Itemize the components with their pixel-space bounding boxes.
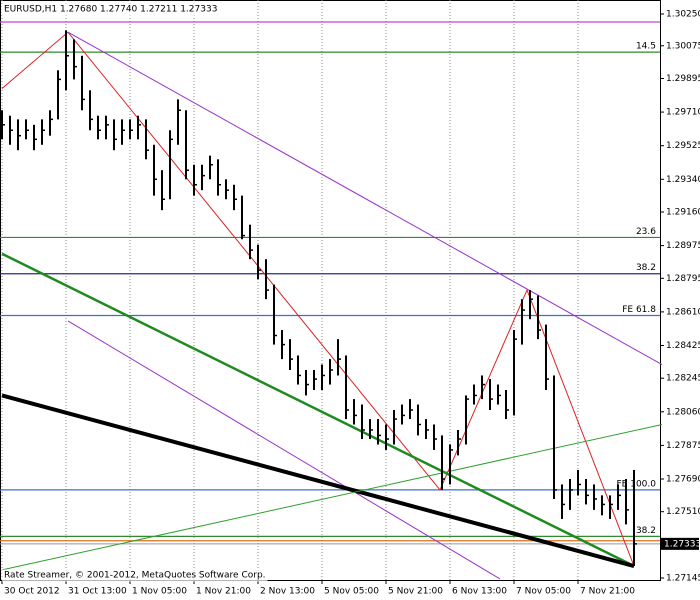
trendline: [1, 31, 635, 567]
current-price-label: 1.27333: [664, 539, 700, 549]
x-tick-label: 5 Nov 21:00: [388, 587, 443, 597]
trendline: [1, 393, 635, 568]
x-tick-label: 31 Oct 13:00: [68, 587, 127, 597]
footer: Rate Streamer, © 2001-2012, MetaQuotes S…: [4, 571, 266, 581]
level-label: FE 100.0: [617, 479, 657, 489]
chart-title: EURUSD,H1 1.27680 1.27740 1.27211 1.2733…: [4, 5, 217, 15]
y-tick-label: 1.27145: [666, 574, 700, 584]
y-tick-label: 1.27875: [666, 441, 700, 451]
trendline: [1, 424, 663, 571]
y-tick-label: 1.27690: [666, 475, 700, 485]
level-label: 38.2: [636, 263, 656, 273]
y-tick-label: 1.28060: [666, 407, 700, 417]
level-label: FE 61.8: [622, 305, 656, 315]
y-tick-label: 1.28245: [666, 374, 700, 384]
y-tick-label: 1.28975: [666, 241, 700, 251]
level-label: 38.2: [636, 526, 656, 536]
x-tick-label: 6 Nov 13:00: [452, 587, 507, 597]
x-tick-label: 1 Nov 21:00: [196, 587, 251, 597]
y-tick-label: 1.28795: [666, 274, 700, 284]
y-tick-label: 1.29710: [666, 108, 700, 118]
title-background: [2, 3, 220, 16]
y-tick-label: 1.29525: [666, 141, 700, 151]
x-tick-label: 1 Nov 05:00: [132, 587, 187, 597]
trendline: [1, 252, 635, 568]
y-tick-label: 1.27510: [666, 507, 700, 517]
current-price-box: [661, 537, 699, 550]
y-tick-label: 1.30075: [666, 41, 700, 51]
y-tick-label: 1.28610: [666, 307, 700, 317]
y-tick-label: 1.29340: [666, 175, 700, 185]
x-tick-label: 7 Nov 05:00: [516, 587, 571, 597]
y-tick-label: 1.28425: [666, 341, 700, 351]
level-label: 23.6: [636, 227, 656, 237]
trendline: [67, 320, 501, 580]
plot-border: [0, 0, 661, 581]
level-label: 14.5: [636, 42, 656, 52]
x-tick-label: 30 Oct 2012: [4, 587, 60, 597]
x-tick-label: 2 Nov 13:00: [260, 587, 315, 597]
y-tick-label: 1.30250: [666, 9, 700, 19]
y-tick-label: 1.29895: [666, 74, 700, 84]
x-tick-label: 5 Nov 05:00: [324, 587, 379, 597]
trendline: [67, 31, 663, 366]
y-tick-label: 1.29160: [666, 207, 700, 217]
x-tick-label: 7 Nov 21:00: [580, 587, 635, 597]
footer-background: [2, 569, 268, 582]
